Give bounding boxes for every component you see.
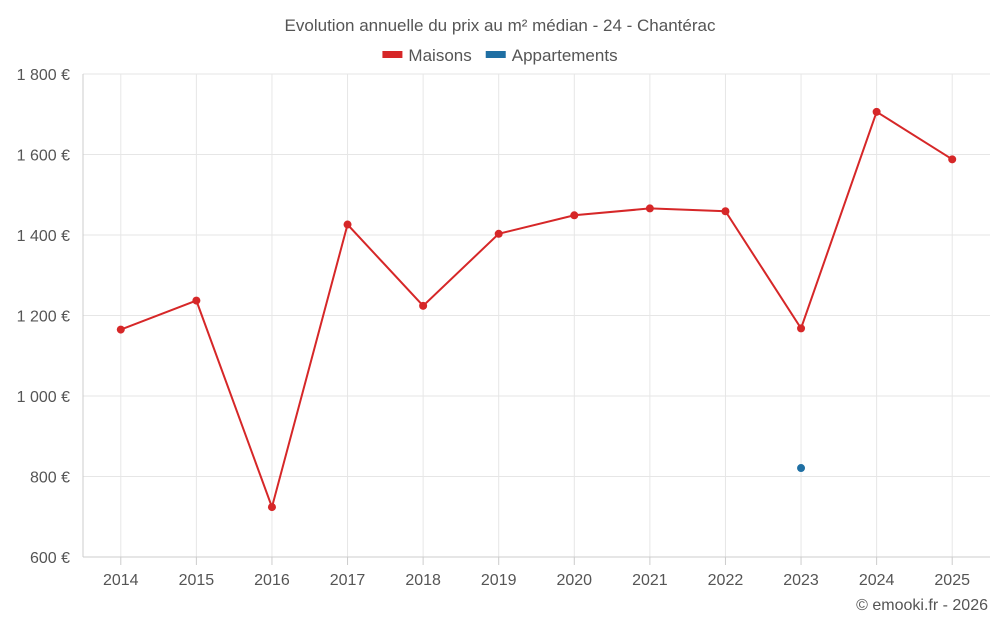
- data-point-maisons-2025[interactable]: [948, 155, 957, 164]
- x-tick-label: 2014: [103, 572, 139, 589]
- y-tick-label: 1 200 €: [17, 309, 70, 326]
- data-point-maisons-2019[interactable]: [494, 229, 503, 238]
- series-maisons: [116, 107, 957, 512]
- x-tick-label: 2024: [859, 572, 895, 589]
- x-tick-label: 2015: [179, 572, 215, 589]
- data-point-maisons-2016[interactable]: [267, 503, 276, 512]
- data-point-maisons-2023[interactable]: [797, 324, 806, 333]
- legend-label-maisons: Maisons: [408, 46, 471, 65]
- legend-swatch-maisons[interactable]: [382, 51, 403, 58]
- data-point-maisons-2018[interactable]: [419, 301, 428, 310]
- legend: Maisons Appartements: [382, 46, 618, 65]
- grid: [83, 73, 990, 557]
- x-tick-label: 2019: [481, 572, 517, 589]
- legend-swatch-appartements[interactable]: [485, 51, 506, 58]
- series-line-maisons: [120, 110, 953, 511]
- x-tick-label: 2021: [632, 572, 668, 589]
- y-tick-label: 1 400 €: [17, 228, 70, 245]
- x-tick-label: 2018: [405, 572, 441, 589]
- credit-text: © emooki.fr - 2026: [856, 597, 988, 614]
- y-tick-label: 600 €: [30, 550, 70, 567]
- y-tick-label: 1 600 €: [17, 148, 70, 165]
- data-point-maisons-2022[interactable]: [721, 207, 730, 216]
- data-point-appartements-2023[interactable]: [797, 464, 806, 473]
- axes: 600 € 800 € 1 000 € 1 200 € 1 400 € 1 600 € 1 …: [17, 67, 990, 589]
- x-tick-label: 2016: [254, 572, 290, 589]
- data-point-maisons-2021[interactable]: [645, 204, 654, 213]
- data-point-maisons-2014[interactable]: [116, 325, 125, 334]
- series-layer: [116, 107, 957, 512]
- x-tick-label: 2022: [708, 572, 744, 589]
- x-tick-label: 2025: [934, 572, 970, 589]
- data-point-maisons-2020[interactable]: [570, 211, 579, 220]
- x-tick-label: 2020: [556, 572, 592, 589]
- y-tick-label: 1 000 €: [17, 389, 70, 406]
- legend-label-appartements: Appartements: [512, 46, 618, 65]
- chart-title: Evolution annuelle du prix au m² médian …: [285, 16, 716, 35]
- data-point-maisons-2024[interactable]: [872, 107, 881, 116]
- y-tick-label: 800 €: [30, 470, 70, 487]
- data-point-maisons-2015[interactable]: [192, 296, 201, 305]
- data-point-maisons-2017[interactable]: [343, 220, 352, 229]
- x-tick-label: 2023: [783, 572, 819, 589]
- y-tick-label: 1 800 €: [17, 67, 70, 84]
- series-appartements: [797, 464, 806, 473]
- x-tick-label: 2017: [330, 572, 366, 589]
